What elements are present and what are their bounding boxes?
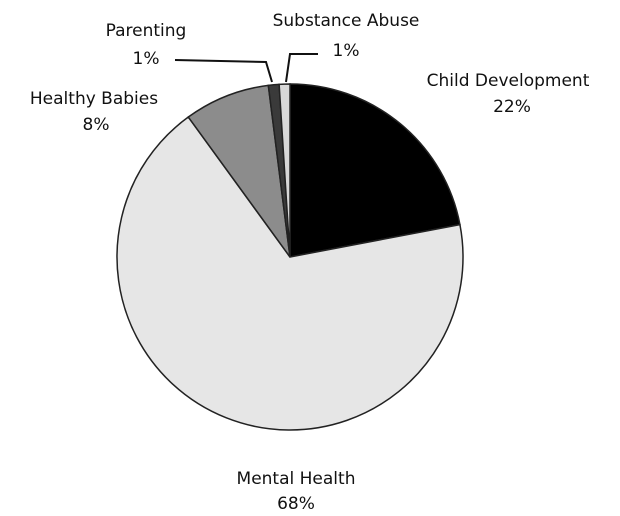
label-mental-health: Mental Health (237, 469, 356, 489)
substance-abuse-leader-line (286, 54, 318, 82)
parenting-leader-line (175, 60, 272, 82)
value-parenting: 1% (133, 49, 160, 69)
value-mental-health: 68% (277, 494, 315, 514)
pie-slices (117, 84, 463, 430)
label-parenting: Parenting (106, 21, 187, 41)
value-healthy-babies: 8% (83, 115, 110, 135)
value-substance-abuse: 1% (333, 41, 360, 61)
value-child-development: 22% (493, 97, 531, 117)
label-healthy-babies: Healthy Babies (30, 89, 158, 109)
label-substance-abuse: Substance Abuse (273, 11, 420, 31)
label-child-development: Child Development (427, 71, 590, 91)
